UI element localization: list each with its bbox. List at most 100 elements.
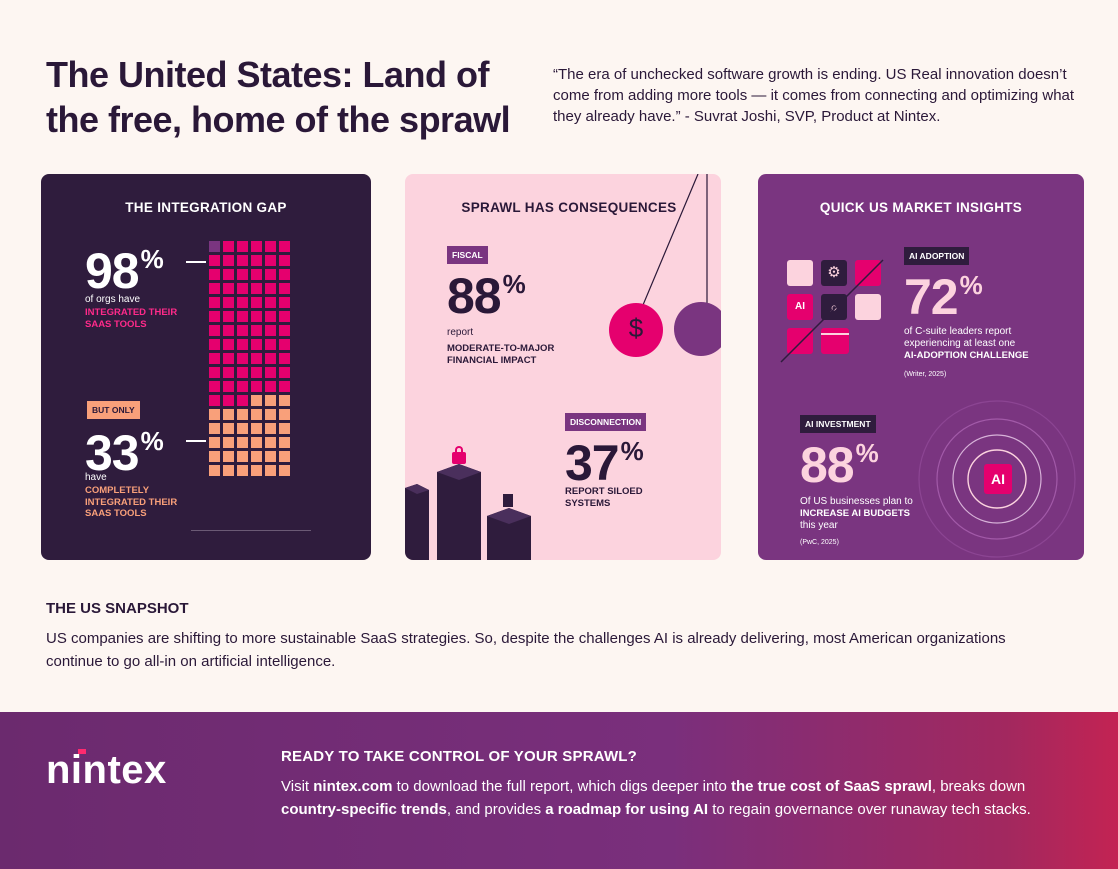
stat-ai-adoption-caps: AI-ADOPTION CHALLENGE: [904, 350, 1029, 361]
app-tile: [855, 294, 881, 320]
radar-ring-4: [967, 449, 1027, 509]
ai-chip-icon: AI: [984, 464, 1012, 494]
stat-ai-adoption-value: 72: [904, 269, 959, 325]
fiscal-tag: FISCAL: [447, 246, 488, 264]
building-tall-roof: [437, 464, 481, 480]
waffle-cell: [209, 367, 220, 378]
stat-ai-investment: 88%: [800, 440, 879, 490]
stat-disconnection-value: 37: [565, 435, 620, 491]
waffle-cell: [279, 269, 290, 280]
radar-ring-3: [952, 434, 1042, 524]
waffle-cell: [237, 297, 248, 308]
waffle-cell: [265, 395, 276, 406]
waffle-cell: [251, 297, 262, 308]
waffle-cell: [279, 423, 290, 434]
pendulum-string-1: [634, 174, 699, 325]
waffle-cell: [251, 353, 262, 364]
waffle-cell: [251, 423, 262, 434]
waffle-cell: [237, 367, 248, 378]
pointer-line: [186, 261, 206, 263]
nintex-logo: nintex: [46, 748, 167, 792]
waffle-cell: [209, 283, 220, 294]
waffle-cell: [251, 381, 262, 392]
app-grid-illustration: ⚙ AI ⌕: [780, 259, 887, 363]
waffle-cell: [223, 311, 234, 322]
waffle-cell: [265, 339, 276, 350]
waffle-cell: [209, 353, 220, 364]
waffle-cell: [237, 241, 248, 252]
integration-gap-title: THE INTEGRATION GAP: [125, 200, 287, 215]
building-tall: [437, 464, 481, 560]
building-left: [405, 484, 429, 560]
waffle-cell: [223, 325, 234, 336]
waffle-cell: [223, 395, 234, 406]
waffle-cell: [279, 367, 290, 378]
waffle-cell: [223, 339, 234, 350]
stat-ai-investment-label2: this year: [800, 520, 838, 531]
waffle-cell: [209, 311, 220, 322]
snapshot-text: US companies are shifting to more sustai…: [46, 630, 1006, 670]
stat-33-label: have: [85, 472, 107, 483]
stat-98-caps: INTEGRATED THEIR SAAS TOOLS: [85, 307, 178, 330]
stat-fiscal-caps: MODERATE-TO-MAJOR FINANCIAL IMPACT: [447, 343, 555, 366]
stat-disconnection-caps: REPORT SILOED SYSTEMS: [565, 486, 643, 509]
stat-ai-adoption-pct: %: [959, 270, 983, 300]
waffle-cell: [209, 423, 220, 434]
quote: “The era of unchecked software growth is…: [553, 66, 1075, 125]
waffle-cell: [223, 241, 234, 252]
waffle-cell: [265, 325, 276, 336]
insights-panel: QUICK US MARKET INSIGHTS ⚙ AI ⌕ AI ADOPT…: [758, 174, 1084, 560]
stat-33-value: 33: [85, 425, 140, 481]
waffle-cell: [279, 395, 290, 406]
buildings-illustration: [405, 464, 531, 560]
stat-ai-adoption: 72%: [904, 269, 983, 325]
waffle-cell: [279, 353, 290, 364]
cta-highlight: country-specific trends: [281, 801, 447, 818]
waffle-cell: [251, 311, 262, 322]
stat-ai-investment-label1: Of US businesses plan to: [800, 496, 913, 507]
waffle-cell: [279, 339, 290, 350]
cta-segment: to regain governance over runaway tech s…: [708, 801, 1031, 818]
waffle-cell: [279, 437, 290, 448]
waffle-cell: [209, 255, 220, 266]
waffle-cell: [237, 437, 248, 448]
radar-illustration: [918, 400, 1076, 558]
logo-accent: [78, 749, 86, 754]
stat-98-value: 98: [85, 243, 140, 299]
waffle-cell: [223, 465, 234, 476]
pointer-line-2: [186, 440, 206, 442]
stat-disconnection: 37%: [565, 435, 644, 491]
integration-gap-panel: THE INTEGRATION GAP 98% of orgs have INT…: [41, 174, 371, 560]
heavy-ball: [674, 302, 721, 356]
waffle-baseline: [191, 530, 311, 531]
waffle-cell: [265, 381, 276, 392]
waffle-cell: [237, 325, 248, 336]
ai-adoption-tag: AI ADOPTION: [904, 247, 970, 265]
waffle-cell: [251, 451, 262, 462]
waffle-cell: [209, 339, 220, 350]
app-tile: [787, 328, 813, 354]
waffle-cell: [237, 255, 248, 266]
waffle-cell: [265, 465, 276, 476]
waffle-cell: [223, 381, 234, 392]
waffle-cell: [237, 311, 248, 322]
waffle-cell: [265, 311, 276, 322]
app-tile: [787, 260, 813, 286]
dollar-icon: $: [628, 313, 644, 343]
cta-segment: , and provides: [446, 801, 546, 818]
stat-fiscal-pct: %: [502, 269, 526, 299]
ai-tile: AI: [787, 294, 813, 320]
waffle-cell: [265, 269, 276, 280]
waffle-cell: [209, 381, 220, 392]
waffle-cell: [279, 325, 290, 336]
cta-segment: Visit: [281, 778, 314, 795]
stat-98-pct: %: [140, 244, 164, 274]
waffle-cell: [223, 255, 234, 266]
waffle-cell: [279, 465, 290, 476]
radar-ring-2: [936, 418, 1058, 540]
ai-investment-tag: AI INVESTMENT: [800, 415, 876, 433]
waffle-cell: [209, 325, 220, 336]
waffle-cell: [265, 451, 276, 462]
waffle-cell: [223, 423, 234, 434]
stat-fiscal: 88%: [447, 269, 526, 321]
